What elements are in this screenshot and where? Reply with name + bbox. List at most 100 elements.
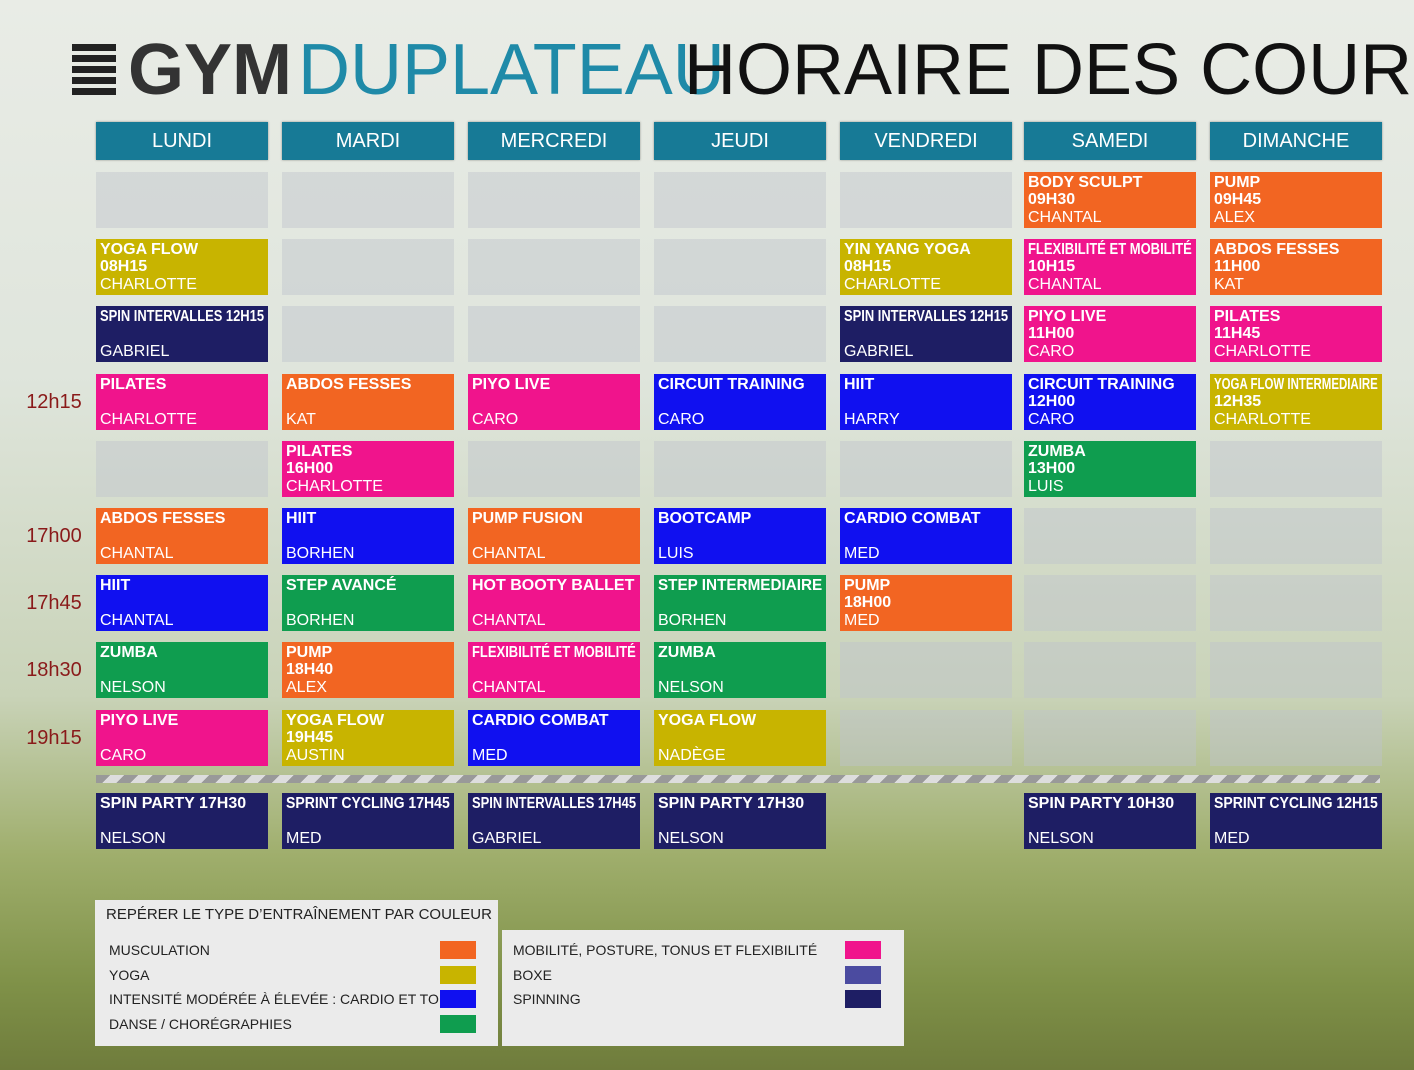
empty-slot (654, 306, 826, 363)
logo-icon (72, 44, 116, 95)
class-coach: ALEX (286, 679, 327, 697)
class-title: SPIN PARTY 10H30 (1028, 795, 1175, 812)
day-header: SAMEDI (1024, 122, 1196, 160)
logo-accent: DUPLATEAU (298, 30, 725, 110)
class-card: YOGA FLOW 08H15 CHARLOTTE (96, 239, 268, 296)
class-top: PIYO LIVE (100, 712, 264, 729)
class-coach: GABRIEL (472, 830, 542, 847)
time-label: 17h45 (26, 592, 82, 615)
empty-slot (96, 440, 268, 497)
empty-slot (1210, 508, 1382, 564)
empty-slot (840, 172, 1012, 228)
empty-slot (468, 239, 640, 296)
class-coach: CHANTAL (472, 612, 546, 630)
class-title: PUMP FUSION (472, 510, 583, 527)
class-title: HIIT (286, 510, 317, 527)
class-title: HIIT (100, 577, 131, 595)
class-time: 16H00 (286, 459, 334, 477)
legend-swatch (845, 965, 881, 984)
class-card: SPIN INTERVALLES 12H15 GABRIEL (840, 306, 1012, 363)
class-title: ZUMBA (100, 644, 158, 662)
class-top: YOGA FLOW 08H15 (100, 241, 264, 275)
class-top: PILATES 16H00 (286, 443, 450, 477)
class-title: SPIN INTERVALLES 12H15 (844, 308, 1009, 326)
class-card: YOGA FLOW NADÈGE (654, 709, 826, 766)
class-coach: CHANTAL (472, 545, 546, 562)
empty-slot (840, 642, 1012, 699)
legend-label: YOGA (109, 966, 150, 983)
class-title: PILATES (286, 442, 353, 460)
day-header: DIMANCHE (1210, 122, 1382, 160)
legend-label: SPINNING (513, 991, 581, 1007)
class-coach: KAT (1214, 276, 1244, 294)
class-coach: CHANTAL (1028, 276, 1102, 294)
legend-swatch (440, 965, 476, 984)
class-top: HOT BOOTY BALLET (472, 577, 636, 594)
class-title: PILATES (1214, 308, 1281, 326)
legend-label: INTENSITÉ MODÉRÉE À ÉLEVÉE : CARDIO ET T… (109, 991, 469, 1007)
class-top: YIN YANG YOGA 08H15 (844, 241, 1008, 275)
empty-slot (468, 306, 640, 363)
class-top: BOOTCAMP (658, 510, 822, 527)
class-card: PUMP 18H00 MED (840, 575, 1012, 632)
class-title: FLEXIBILITÉ ET MOBILITÉ (472, 644, 636, 662)
class-card: FLEXIBILITÉ ET MOBILITÉ CHANTAL (468, 642, 640, 699)
class-top: SPRINT CYCLING 17H45 (286, 795, 450, 812)
class-card: ZUMBA NELSON (96, 642, 268, 699)
legend-swatch (440, 941, 476, 959)
legend-panel (95, 930, 498, 1046)
class-top: PUMP FUSION (472, 510, 636, 527)
class-title: FLEXIBILITÉ ET MOBILITÉ (1028, 241, 1192, 259)
separator (96, 775, 1380, 783)
class-top: YOGA FLOW 19H45 (286, 712, 450, 746)
legend-swatch (440, 1014, 476, 1033)
day-header: JEUDI (654, 122, 826, 160)
class-card: PILATES 11H45 CHARLOTTE (1210, 306, 1382, 363)
class-time: 11H00 (1214, 258, 1261, 276)
class-coach: CHANTAL (1028, 209, 1102, 226)
class-time: 18H00 (844, 594, 892, 612)
class-coach: CHARLOTTE (100, 410, 197, 428)
class-top: HIIT (844, 376, 1008, 393)
class-title: YOGA FLOW (286, 711, 385, 729)
class-top: PILATES (100, 376, 264, 393)
class-card: ABDOS FESSES KAT (282, 373, 454, 430)
class-card: ZUMBA NELSON (654, 642, 826, 699)
class-top: FLEXIBILITÉ ET MOBILITÉ 10H15 (1028, 241, 1192, 275)
empty-slot (840, 709, 1012, 766)
class-title: YOGA FLOW INTERMEDIAIRE (1214, 375, 1378, 393)
class-time: 08H15 (844, 258, 892, 276)
class-card: HOT BOOTY BALLET CHANTAL (468, 575, 640, 632)
time-label: 19h15 (26, 726, 82, 749)
class-title: HIIT (844, 375, 875, 393)
class-top: YOGA FLOW INTERMEDIAIRE 12H35 (1214, 376, 1378, 410)
time-label: 18h30 (26, 659, 82, 682)
class-title: PIYO LIVE (472, 375, 551, 393)
class-coach: KAT (286, 410, 316, 428)
class-coach: CHARLOTTE (844, 276, 941, 294)
class-coach: BORHEN (286, 612, 355, 630)
class-card: YOGA FLOW 19H45 AUSTIN (282, 709, 454, 766)
class-title: CIRCUIT TRAINING (658, 375, 805, 393)
empty-slot (282, 239, 454, 296)
class-top: SPIN INTERVALLES 12H15 (844, 308, 1008, 325)
class-top: CARDIO COMBAT (844, 510, 1008, 527)
class-coach: CHANTAL (472, 679, 546, 697)
class-coach: MED (844, 545, 880, 562)
class-title: SPIN PARTY 17H30 (658, 795, 805, 812)
class-card: PIYO LIVE CARO (96, 709, 268, 766)
class-top: PUMP 18H40 (286, 644, 450, 678)
legend-label: BOXE (513, 966, 552, 983)
day-header: LUNDI (96, 122, 268, 160)
class-title: PIYO LIVE (100, 711, 179, 729)
class-top: PUMP 09H45 (1214, 174, 1378, 208)
class-coach: NADÈGE (658, 746, 726, 764)
class-top: CIRCUIT TRAINING 12H00 (1028, 376, 1192, 410)
empty-slot (468, 440, 640, 497)
class-top: PILATES 11H45 (1214, 308, 1378, 342)
class-time: 11H45 (1214, 325, 1261, 343)
class-time: 18H40 (286, 661, 334, 679)
class-coach: LUIS (1028, 477, 1064, 495)
class-card: SPIN PARTY 17H30 NELSON (96, 793, 268, 849)
class-top: CIRCUIT TRAINING (658, 376, 822, 393)
